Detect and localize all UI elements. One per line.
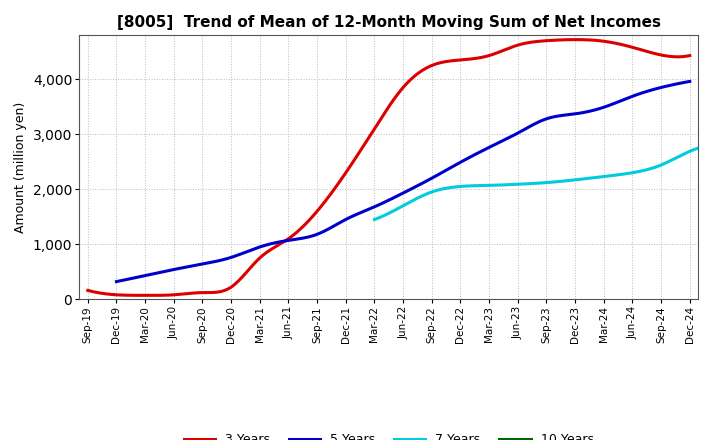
Title: [8005]  Trend of Mean of 12-Month Moving Sum of Net Incomes: [8005] Trend of Mean of 12-Month Moving … [117, 15, 661, 30]
Y-axis label: Amount (million yen): Amount (million yen) [14, 102, 27, 233]
Legend: 3 Years, 5 Years, 7 Years, 10 Years: 3 Years, 5 Years, 7 Years, 10 Years [179, 429, 598, 440]
